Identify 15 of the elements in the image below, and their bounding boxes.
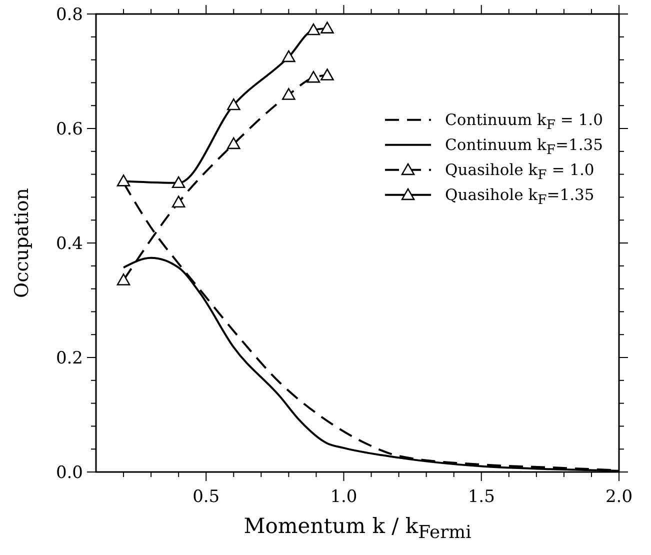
y-tick-label: 0.4 xyxy=(56,234,83,254)
y-tick-label: 0.6 xyxy=(56,120,83,140)
x-axis-title: Momentum k / k$_{Fermi}$ xyxy=(244,514,472,544)
x-tick-label: 1.0 xyxy=(330,487,358,507)
y-tick-label: 0.0 xyxy=(56,463,83,483)
y-axis-title: Occupation xyxy=(11,188,33,298)
y-tick-label: 0.8 xyxy=(56,5,83,25)
x-tick-label: 2.0 xyxy=(605,487,633,507)
legend-label: Continuum k$_{F}$ = 1.0 xyxy=(445,110,603,133)
x-tick-label: 1.5 xyxy=(468,487,495,507)
y-tick-label: 0.2 xyxy=(56,348,83,368)
legend-label: Quasihole k$_{F}$ = 1.0 xyxy=(445,160,594,183)
legend-label: Quasihole k$_{F}$=1.35 xyxy=(445,186,594,208)
x-tick-label: 0.5 xyxy=(192,487,220,507)
legend-label: Continuum k$_{F}$=1.35 xyxy=(445,136,603,158)
